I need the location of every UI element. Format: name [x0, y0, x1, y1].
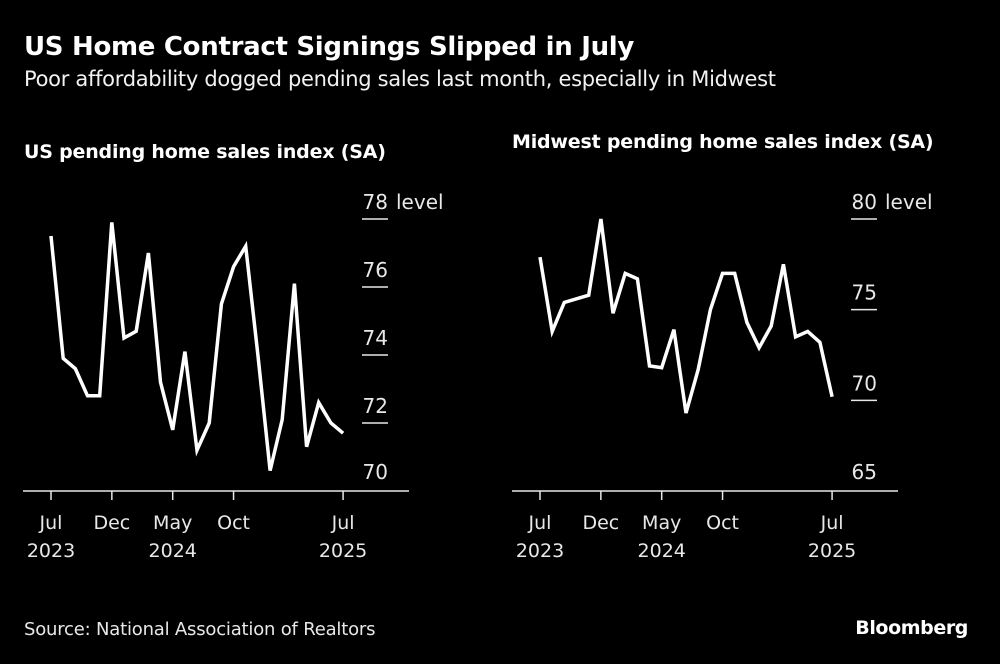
y-tick-label: 74: [363, 326, 388, 350]
x-tick-label-year: 2024: [149, 540, 197, 562]
chart-subtitle: Poor affordability dogged pending sales …: [24, 67, 776, 91]
series-line: [538, 218, 834, 414]
y-tick-label: 72: [363, 394, 388, 418]
x-tick-label-year: 2023: [516, 540, 564, 562]
x-tick-label-year: 2025: [319, 540, 367, 562]
x-tick-label-month: Jul: [331, 512, 355, 534]
x-tick-label-month: Oct: [217, 512, 250, 534]
y-tick-label: 65: [852, 460, 877, 484]
y-tick-label: 75: [852, 281, 877, 305]
midwest-panel-title: Midwest pending home sales index (SA): [512, 131, 934, 153]
x-tick-label-month: Dec: [582, 512, 619, 534]
midwest-chart: 65 70 75 80 level Jul 2023 Dec May 2024 Oct Jul 2025: [512, 190, 933, 562]
x-tick-label-year: 2024: [638, 540, 686, 562]
us-panel-title: US pending home sales index (SA): [24, 141, 386, 163]
y-tick-label: 70: [363, 460, 388, 484]
us-chart: 70 72 74 76 78 level Jul 2023 Dec May 2024 Oct Jul 20…: [23, 190, 444, 562]
source-note: Source: National Association of Realtors: [24, 619, 376, 640]
x-tick-label-month: Jul: [39, 512, 63, 534]
x-tick-label-month: May: [153, 512, 192, 534]
y-tick-label: 70: [852, 371, 877, 395]
y-tick-label: 78: [363, 190, 388, 214]
y-tick-label: 80: [852, 190, 877, 214]
series-line: [49, 222, 345, 472]
x-tick-label-month: May: [642, 512, 681, 534]
bloomberg-logo: Bloomberg: [855, 617, 968, 639]
chart-title: US Home Contract Signings Slipped in Jul…: [24, 32, 635, 62]
x-tick-label-month: Jul: [820, 512, 844, 534]
x-tick-label-year: 2023: [27, 540, 75, 562]
x-tick-label-month: Dec: [93, 512, 130, 534]
y-tick-label: 76: [363, 258, 388, 282]
y-axis-unit-label: level: [885, 190, 933, 214]
x-tick-label-year: 2025: [808, 540, 856, 562]
x-tick-label-month: Oct: [706, 512, 739, 534]
x-tick-label-month: Jul: [528, 512, 552, 534]
y-axis-unit-label: level: [396, 190, 444, 214]
